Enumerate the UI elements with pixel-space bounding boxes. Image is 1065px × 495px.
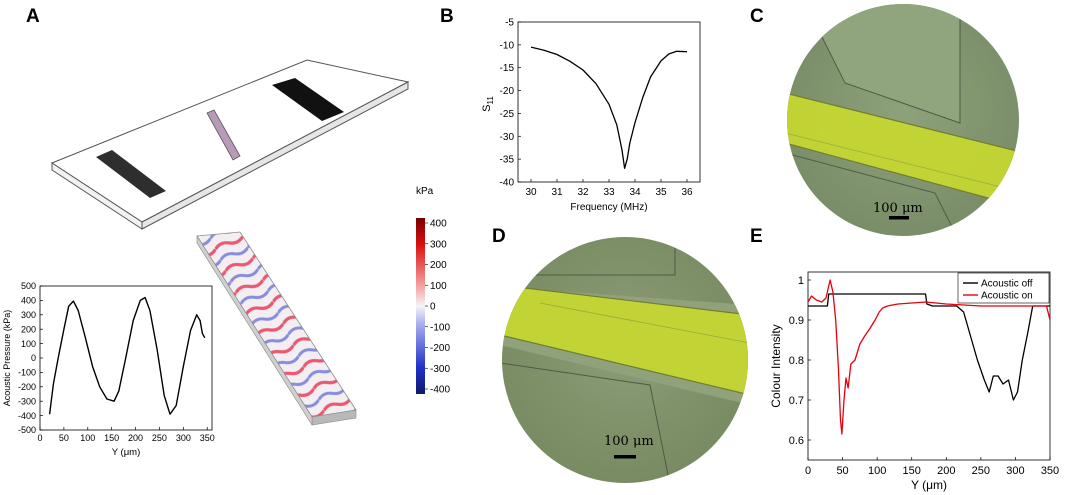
y-axis-label: Acoustic Pressure (kPa)	[2, 310, 12, 407]
colorbar-tick-label: 400	[430, 219, 447, 230]
y-tick-label: 0.7	[789, 395, 804, 407]
legend-entry: Acoustic off	[981, 279, 1033, 290]
x-tick-label: 150	[903, 465, 921, 477]
y-tick-label: -20	[500, 86, 515, 97]
x-tick-label: 32	[577, 187, 589, 198]
colorbar-tick-label: 100	[430, 281, 447, 292]
x-tick-label: 0	[37, 433, 42, 443]
y-tick-label: -30	[500, 132, 515, 143]
y-tick-label: 0.9	[789, 315, 804, 327]
series-line-1	[530, 46, 688, 169]
plot-frame	[517, 21, 701, 183]
x-tick-label: 0	[805, 465, 811, 477]
y-tick-label: -10	[500, 40, 515, 51]
x-tick-label: 250	[152, 433, 167, 443]
colorbar-tick-label: 300	[430, 239, 447, 250]
colorbar-unit: kPa	[416, 186, 434, 197]
y-tick-label: -35	[500, 155, 515, 166]
x-tick-label: 50	[59, 433, 69, 443]
scale-label-c: 100 μm	[873, 201, 923, 216]
x-tick-label: 300	[176, 433, 191, 443]
colorbar-tick-label: -300	[430, 364, 450, 375]
series-line-2	[807, 279, 1051, 435]
scale-label-d: 100 μm	[604, 434, 654, 449]
y-tick-label: -400	[18, 411, 36, 421]
x-tick-label: 100	[868, 465, 886, 477]
series-line-1	[48, 296, 206, 415]
y-axis-label: Colour Intensity	[769, 324, 783, 407]
legend-entry: Acoustic on	[981, 291, 1033, 302]
y-tick-label: 100	[21, 339, 36, 349]
y-tick-label: 0.8	[789, 355, 804, 367]
colorbar-tick-label: 0	[430, 302, 436, 313]
panel-letter-e: E	[750, 226, 763, 247]
y-tick-label: -500	[18, 425, 36, 435]
y-tick-label: 200	[21, 324, 36, 334]
colorbar-tick-label: 200	[430, 260, 447, 271]
micrograph-d: 100 μm	[502, 237, 748, 483]
panel-letter-a: A	[26, 6, 40, 27]
y-tick-label: -300	[18, 396, 36, 406]
panel-letter-d: D	[492, 226, 506, 247]
y-tick-label: 500	[21, 281, 36, 291]
y-axis-label: S11	[481, 96, 495, 112]
colorbar-tick-label: -400	[430, 385, 450, 396]
x-tick-label: 31	[551, 187, 563, 198]
y-tick-label: 400	[21, 296, 36, 306]
legend-box	[957, 272, 1050, 304]
x-tick-label: 33	[603, 187, 615, 198]
x-tick-label: 36	[681, 187, 693, 198]
y-tick-label: 300	[21, 310, 36, 320]
y-tick-label: -200	[18, 382, 36, 392]
x-tick-label: 200	[937, 465, 955, 477]
x-tick-label: 150	[104, 433, 119, 443]
micrograph-c: 100 μm	[787, 4, 1019, 236]
colorbar-tick-label: -200	[430, 343, 450, 354]
colorbar-gradient	[416, 218, 425, 394]
x-tick-label: 350	[1041, 465, 1059, 477]
y-tick-label: -100	[18, 368, 36, 378]
panel-letter-c: C	[750, 6, 764, 27]
scale-bar-c	[889, 216, 909, 220]
x-tick-label: 50	[836, 465, 848, 477]
x-tick-label: 350	[200, 433, 215, 443]
y-tick-label: -5	[505, 18, 514, 29]
chart-a-acoustic-pressure: 0 50 100 150 200 250 300 350 500 400 300 200 100 0 -10…	[2, 281, 215, 458]
y-tick-label: 0.6	[789, 435, 804, 447]
x-tick-label: 300	[1006, 465, 1024, 477]
x-axis-label: Y (μm)	[911, 478, 947, 492]
y-tick-label: -40	[500, 178, 515, 189]
chart-e-colour-intensity: 0 50 100 150 200 250 300 350 1 0.9 0.8 0.7 0.6 Y (μm)…	[769, 271, 1059, 492]
y-tick-label: -25	[500, 109, 515, 120]
x-tick-label: 35	[655, 187, 667, 198]
x-tick-label: 30	[525, 187, 537, 198]
x-tick-label: 100	[80, 433, 95, 443]
y-tick-label: 1	[798, 275, 804, 287]
scale-bar-d	[614, 455, 636, 459]
x-tick-label: 200	[128, 433, 143, 443]
chart-b-s11: 30 31 32 33 34 35 36 -5 -10 -15 -20 -25 -30 -35 -40 Fre…	[481, 18, 701, 213]
colorbar-tick-label: -100	[430, 322, 450, 333]
plot-frame	[807, 271, 1051, 461]
pressure-colorbar: kPa 400 300 200 100 0 -100 -200 -300 -400	[416, 186, 450, 396]
y-tick-label: 0	[31, 353, 36, 363]
series-line-1	[808, 293, 1050, 401]
x-axis-label: Frequency (MHz)	[570, 202, 647, 213]
x-axis-label: Y (μm)	[112, 447, 141, 458]
y-tick-label: -15	[500, 63, 515, 74]
panel-letter-b: B	[440, 6, 454, 27]
x-tick-label: 250	[972, 465, 990, 477]
x-tick-label: 34	[629, 187, 641, 198]
